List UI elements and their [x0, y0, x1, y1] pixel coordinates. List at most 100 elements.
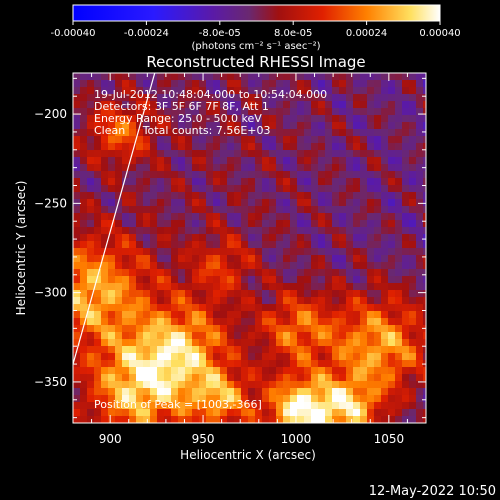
heatmap-cell	[304, 94, 311, 101]
heatmap-cell	[325, 262, 332, 269]
heatmap-cell	[423, 409, 426, 416]
heatmap-cell	[353, 332, 360, 339]
heatmap-cell	[332, 241, 339, 248]
heatmap-cell	[402, 80, 409, 87]
heatmap-cell	[206, 122, 213, 129]
x-tick-label: 900	[99, 432, 122, 446]
heatmap-cell	[360, 325, 367, 332]
heatmap-cell	[297, 416, 304, 423]
heatmap-cell	[423, 248, 426, 255]
heatmap-cell	[311, 402, 318, 409]
heatmap-cell	[178, 234, 185, 241]
heatmap-cell	[73, 353, 80, 360]
heatmap-cell	[87, 108, 94, 115]
heatmap-cell	[115, 346, 122, 353]
heatmap-cell	[402, 297, 409, 304]
heatmap-cell	[276, 136, 283, 143]
heatmap-cell	[395, 388, 402, 395]
heatmap-cell	[318, 122, 325, 129]
heatmap-cell	[164, 290, 171, 297]
heatmap-cell	[185, 360, 192, 367]
heatmap-cell	[318, 248, 325, 255]
heatmap-cell	[283, 213, 290, 220]
heatmap-cell	[94, 129, 101, 136]
heatmap-cell	[269, 136, 276, 143]
heatmap-cell	[129, 80, 136, 87]
heatmap-cell	[220, 332, 227, 339]
heatmap-cell	[304, 185, 311, 192]
heatmap-cell	[325, 374, 332, 381]
heatmap-cell	[164, 339, 171, 346]
heatmap-cell	[269, 213, 276, 220]
heatmap-cell	[276, 220, 283, 227]
heatmap-cell	[206, 297, 213, 304]
heatmap-cell	[248, 311, 255, 318]
heatmap-cell	[353, 227, 360, 234]
heatmap-cell	[122, 220, 129, 227]
heatmap-cell	[108, 325, 115, 332]
heatmap-cell	[143, 213, 150, 220]
heatmap-cell	[192, 129, 199, 136]
heatmap-cell	[108, 269, 115, 276]
heatmap-cell	[220, 164, 227, 171]
heatmap-cell	[199, 199, 206, 206]
heatmap-cell	[332, 199, 339, 206]
heatmap-cell	[178, 297, 185, 304]
heatmap-cell	[192, 367, 199, 374]
heatmap-cell	[234, 297, 241, 304]
heatmap-cell	[339, 395, 346, 402]
heatmap-cell	[192, 255, 199, 262]
heatmap-cell	[108, 297, 115, 304]
heatmap-cell	[171, 416, 178, 423]
heatmap-cell	[178, 283, 185, 290]
heatmap-cell	[318, 374, 325, 381]
heatmap-cell	[241, 157, 248, 164]
heatmap-cell	[360, 318, 367, 325]
heatmap-cell	[80, 374, 87, 381]
heatmap-cell	[150, 346, 157, 353]
heatmap-cell	[423, 192, 426, 199]
heatmap-cell	[304, 276, 311, 283]
heatmap-cell	[290, 255, 297, 262]
heatmap-cell	[276, 94, 283, 101]
heatmap-cell	[234, 241, 241, 248]
heatmap-cell	[178, 157, 185, 164]
heatmap-cell	[178, 129, 185, 136]
heatmap-cell	[276, 234, 283, 241]
heatmap-cell	[381, 192, 388, 199]
heatmap-cell	[283, 297, 290, 304]
heatmap-cell	[255, 87, 262, 94]
heatmap-cell	[171, 234, 178, 241]
heatmap-cell	[269, 269, 276, 276]
heatmap-cell	[129, 311, 136, 318]
heatmap-cell	[311, 360, 318, 367]
heatmap-cell	[122, 213, 129, 220]
heatmap-cell	[276, 227, 283, 234]
heatmap-cell	[297, 255, 304, 262]
heatmap-cell	[402, 388, 409, 395]
heatmap-cell	[332, 73, 339, 80]
heatmap-cell	[374, 108, 381, 115]
heatmap-cell	[297, 248, 304, 255]
heatmap-cell	[206, 157, 213, 164]
heatmap-cell	[283, 395, 290, 402]
heatmap-cell	[150, 409, 157, 416]
heatmap-cell	[129, 241, 136, 248]
heatmap-cell	[248, 241, 255, 248]
heatmap-cell	[346, 199, 353, 206]
heatmap-cell	[185, 402, 192, 409]
heatmap-cell	[192, 332, 199, 339]
heatmap-cell	[311, 332, 318, 339]
heatmap-cell	[108, 353, 115, 360]
heatmap-cell	[234, 143, 241, 150]
heatmap-cell	[255, 262, 262, 269]
heatmap-cell	[101, 409, 108, 416]
heatmap-cell	[94, 143, 101, 150]
heatmap-cell	[220, 101, 227, 108]
heatmap-cell	[234, 94, 241, 101]
heatmap-cell	[388, 360, 395, 367]
heatmap-cell	[192, 395, 199, 402]
heatmap-cell	[185, 283, 192, 290]
heatmap-cell	[213, 241, 220, 248]
